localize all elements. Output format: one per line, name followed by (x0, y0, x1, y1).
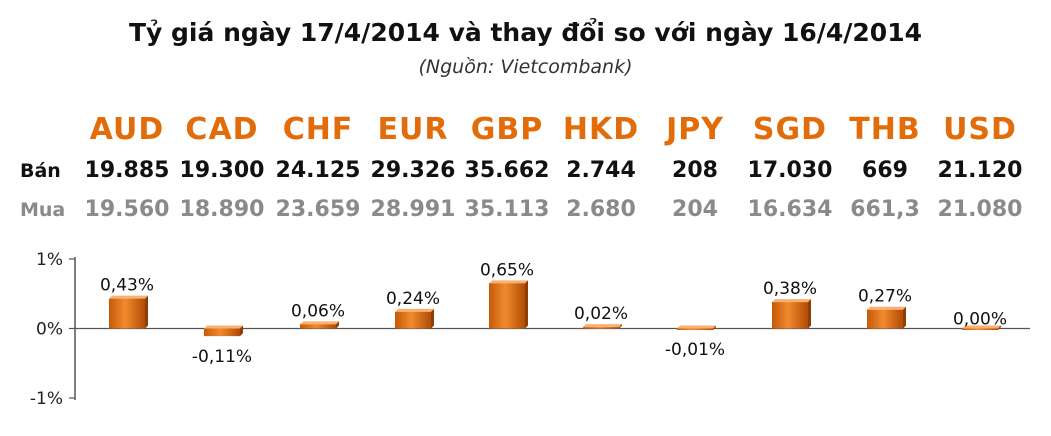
data-label-sgd: 0,38% (763, 279, 817, 299)
bar-top-face (962, 325, 1001, 329)
ban-value-sgd: 17.030 (747, 158, 833, 183)
currency-code-chf: CHF (282, 112, 354, 147)
mua-value-hkd: 2.680 (566, 197, 636, 222)
ban-value-cad: 19.300 (179, 158, 265, 183)
bar-top-face (395, 308, 434, 312)
bar-side-face (145, 295, 148, 329)
mua-value-eur: 28.991 (370, 197, 456, 222)
mua-label: Mua (20, 199, 66, 221)
bar-side-face (808, 299, 811, 329)
ban-value-eur: 29.326 (370, 158, 456, 183)
bar-top-face (677, 325, 716, 329)
data-label-eur: 0,24% (386, 289, 440, 309)
bar-front-face (204, 328, 240, 337)
bar-front-face (583, 327, 619, 329)
data-label-jpy: -0,01% (665, 340, 725, 360)
y-tick-label: 1% (36, 250, 63, 270)
bar-front-face (867, 309, 903, 329)
currency-code-sgd: SGD (752, 112, 828, 147)
bar-front-face (300, 324, 336, 329)
data-label-usd: 0,00% (953, 310, 1007, 330)
data-label-thb: 0,27% (858, 287, 912, 307)
mua-value-sgd: 16.634 (747, 197, 833, 222)
bar-top-face (300, 321, 339, 325)
bar-cad: -0,11% (192, 325, 252, 367)
bar-top-face (204, 325, 243, 329)
ban-label: Bán (20, 160, 61, 182)
chart-title: Tỷ giá ngày 17/4/2014 và thay đổi so với… (128, 18, 922, 47)
mua-value-jpy: 204 (672, 197, 718, 222)
bar-side-face (431, 308, 434, 329)
bar-front-face (489, 283, 525, 329)
bar-aud: 0,43% (100, 276, 154, 329)
bar-jpy: -0,01% (665, 325, 725, 360)
chart-subtitle: (Nguồn: Vietcombank) (418, 56, 633, 78)
ban-value-hkd: 2.744 (566, 158, 636, 183)
currency-code-hkd: HKD (562, 112, 640, 147)
bar-chf: 0,06% (291, 301, 345, 329)
bar-eur: 0,24% (386, 289, 440, 329)
mua-value-aud: 19.560 (84, 197, 170, 222)
ban-value-usd: 21.120 (937, 158, 1023, 183)
currency-code-cad: CAD (185, 112, 259, 147)
currency-code-eur: EUR (377, 112, 449, 147)
currency-code-row: AUD CAD CHF EUR GBP HKD JPY SGD THB USD (0, 112, 1051, 152)
bar-top-face (772, 299, 811, 303)
bar-usd: 0,00% (953, 310, 1007, 330)
bar-side-face (240, 325, 243, 337)
mua-value-cad: 18.890 (179, 197, 265, 222)
bar-side-face (903, 306, 906, 329)
data-label-chf: 0,06% (291, 301, 345, 321)
currency-code-aud: AUD (89, 112, 165, 147)
bar-thb: 0,27% (858, 287, 912, 329)
bar-side-face (336, 321, 339, 329)
mua-value-chf: 23.659 (275, 197, 361, 222)
bar-front-face (395, 311, 431, 329)
mua-value-usd: 21.080 (937, 197, 1023, 222)
ban-value-aud: 19.885 (84, 158, 170, 183)
bar-side-face (713, 325, 716, 330)
bar-top-face (583, 324, 622, 328)
bar-front-face (772, 302, 808, 329)
bar-top-face (867, 306, 906, 310)
bar-sgd: 0,38% (763, 279, 817, 329)
bar-gbp: 0,65% (480, 260, 534, 329)
bar-front-face (677, 328, 713, 330)
currency-code-jpy: JPY (666, 112, 724, 147)
currency-code-gbp: GBP (470, 112, 544, 147)
ban-value-jpy: 208 (672, 158, 718, 183)
y-tick-label: -1% (30, 389, 63, 409)
bar-front-face (962, 328, 998, 330)
data-label-aud: 0,43% (100, 276, 154, 296)
bar-side-face (998, 325, 1001, 330)
currency-code-usd: USD (943, 112, 1017, 147)
bar-top-face (489, 280, 528, 284)
bar-top-face (109, 295, 148, 299)
bar-hkd: 0,02% (574, 304, 628, 329)
ban-row: Bán 19.885 19.300 24.125 29.326 35.662 2.744 2… (0, 158, 1051, 188)
data-label-gbp: 0,65% (480, 260, 534, 280)
bar-side-face (525, 280, 528, 329)
y-tick-label: 0% (36, 320, 63, 340)
mua-value-thb: 661,3 (850, 197, 920, 222)
data-label-cad: -0,11% (192, 347, 252, 367)
bar-side-face (619, 324, 622, 329)
ban-value-thb: 669 (862, 158, 908, 183)
mua-value-gbp: 35.113 (464, 197, 550, 222)
mua-row: Mua 19.560 18.890 23.659 28.991 35.113 2.680 2… (0, 197, 1051, 227)
ban-value-gbp: 35.662 (464, 158, 550, 183)
currency-code-thb: THB (849, 112, 921, 147)
data-label-hkd: 0,02% (574, 304, 628, 324)
ban-value-chf: 24.125 (275, 158, 361, 183)
bar-front-face (109, 298, 145, 329)
